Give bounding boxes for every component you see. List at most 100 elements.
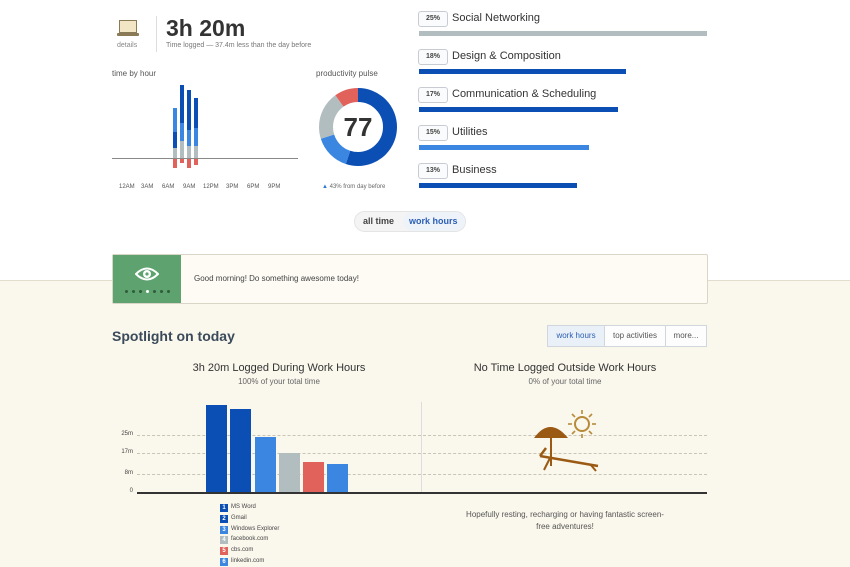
hour-bar[interactable] <box>180 159 184 163</box>
activity-bar[interactable] <box>303 462 324 492</box>
productivity-score: 77 <box>343 112 373 142</box>
time-logged-note: Time logged — 37.4m less than the day be… <box>166 42 312 49</box>
gridline <box>137 452 707 454</box>
resting-message: Hopefully resting, recharging or having … <box>466 510 664 531</box>
work-hours-subtitle: 100% of your total time <box>238 377 320 386</box>
category-percent: 18% <box>418 49 448 65</box>
legend-label: MS Word <box>231 504 256 510</box>
category-row[interactable]: 13% Business <box>418 163 718 193</box>
category-row[interactable]: 18% Design & Composition <box>418 49 718 79</box>
productivity-change-text: 43% from day before <box>329 184 386 190</box>
donut-segment[interactable] <box>319 88 397 166</box>
hour-bar[interactable] <box>187 90 191 130</box>
legend-number: 4 <box>220 536 228 545</box>
greeting-message: Good morning! Do something awesome today… <box>194 274 359 283</box>
spotlight-title: Spotlight on today <box>112 328 235 344</box>
activity-bar[interactable] <box>230 409 251 492</box>
hour-bar[interactable] <box>187 146 191 158</box>
hour-bar[interactable] <box>194 98 198 128</box>
total-time: 3h 20m <box>166 15 246 41</box>
spotlight-panel <box>0 280 850 567</box>
y-axis-label: 25m <box>121 430 133 437</box>
category-percent: 13% <box>418 163 448 179</box>
outside-hours-subtitle: 0% of your total time <box>528 377 602 386</box>
productivity-change: ▲ 43% from day before <box>322 184 385 190</box>
arrow-up-icon: ▲ <box>322 184 328 190</box>
hour-bar[interactable] <box>173 148 177 158</box>
legend-number: 1 <box>220 504 228 512</box>
category-percent: 17% <box>418 87 448 103</box>
hour-tick-12pm: 12PM <box>203 184 219 190</box>
category-bar <box>419 145 589 150</box>
hour-bar[interactable] <box>180 85 184 123</box>
legend-label: Gmail <box>231 514 247 521</box>
hour-bar[interactable] <box>187 130 191 146</box>
category-name[interactable]: Design & Composition <box>452 50 561 62</box>
gridline <box>137 473 707 475</box>
productivity-pulse-label: productivity pulse <box>316 69 378 78</box>
gridline <box>137 434 707 436</box>
hour-bar[interactable] <box>173 159 177 168</box>
summary-panel: details 3h 20m Time logged — 37.4m less … <box>0 0 850 280</box>
hour-tick-9pm: 9PM <box>268 184 281 190</box>
category-row[interactable]: 15% Utilities <box>418 125 718 155</box>
tab-more[interactable]: more... <box>665 325 707 347</box>
outside-hours-title: No Time Logged Outside Work Hours <box>473 362 657 374</box>
header-divider <box>156 16 157 52</box>
hour-bar[interactable] <box>194 146 198 158</box>
hour-tick-12am: 12AM <box>119 184 135 190</box>
tab-work-hours[interactable]: work hours <box>547 325 605 347</box>
category-bar <box>419 183 577 188</box>
hour-chart-baseline <box>112 158 298 159</box>
pager-dots[interactable] <box>125 290 170 294</box>
activity-bar[interactable] <box>255 436 276 492</box>
productivity-donut[interactable] <box>316 85 400 169</box>
legend-label: linkedin.com <box>231 558 265 564</box>
category-percent: 25% <box>418 11 448 27</box>
section-divider <box>421 402 422 492</box>
hour-bar[interactable] <box>194 128 198 146</box>
hour-bar[interactable] <box>187 159 191 168</box>
laptop-icon[interactable] <box>117 20 139 38</box>
hour-bar[interactable] <box>180 141 184 158</box>
category-row[interactable]: 25% Social Networking <box>418 11 718 41</box>
legend-number: 5 <box>220 547 228 556</box>
donut-segment[interactable] <box>319 88 397 166</box>
category-row[interactable]: 17% Communication & Scheduling <box>418 87 718 117</box>
legend-label: facebook.com <box>231 536 269 543</box>
hour-bar[interactable] <box>173 108 177 132</box>
greeting-icon-box <box>113 255 181 303</box>
hour-tick-6am: 6AM <box>162 184 175 190</box>
hour-tick-6pm: 6PM <box>247 184 260 190</box>
hour-tick-3pm: 3PM <box>226 184 239 190</box>
work-hours-title: 3h 20m Logged During Work Hours <box>192 362 366 374</box>
legend-label: cbs.com <box>231 547 254 554</box>
category-bar <box>419 107 618 112</box>
activity-bar[interactable] <box>279 452 300 492</box>
legend-label: Windows Explorer <box>231 525 280 532</box>
hour-bar[interactable] <box>194 159 198 165</box>
hour-bar[interactable] <box>173 132 177 148</box>
category-name[interactable]: Communication & Scheduling <box>452 88 597 100</box>
activity-bar[interactable] <box>206 404 227 492</box>
legend-number: 3 <box>220 525 228 534</box>
tab-top-activities[interactable]: top activities <box>604 325 666 347</box>
all-time-option[interactable]: all time <box>363 216 395 226</box>
y-axis-label: 8m <box>124 469 133 476</box>
time-by-hour-label: time by hour <box>112 69 157 78</box>
category-name[interactable]: Business <box>452 164 497 176</box>
y-axis-label: 17m <box>121 448 133 455</box>
category-bar <box>419 69 626 74</box>
greeting-banner: Good morning! Do something awesome today… <box>112 254 708 304</box>
work-hours-option[interactable]: work hours <box>403 212 465 231</box>
time-range-toggle: all time work hours <box>354 211 466 232</box>
y-axis-label: 0 <box>129 488 133 494</box>
category-name[interactable]: Social Networking <box>452 12 541 24</box>
hour-bar[interactable] <box>180 123 184 141</box>
category-name[interactable]: Utilities <box>452 126 488 138</box>
activity-bar[interactable] <box>327 464 348 492</box>
donut-center <box>334 103 382 151</box>
category-bar <box>419 31 707 36</box>
hour-tick-9am: 9AM <box>183 184 196 190</box>
details-link[interactable]: details <box>117 42 138 49</box>
